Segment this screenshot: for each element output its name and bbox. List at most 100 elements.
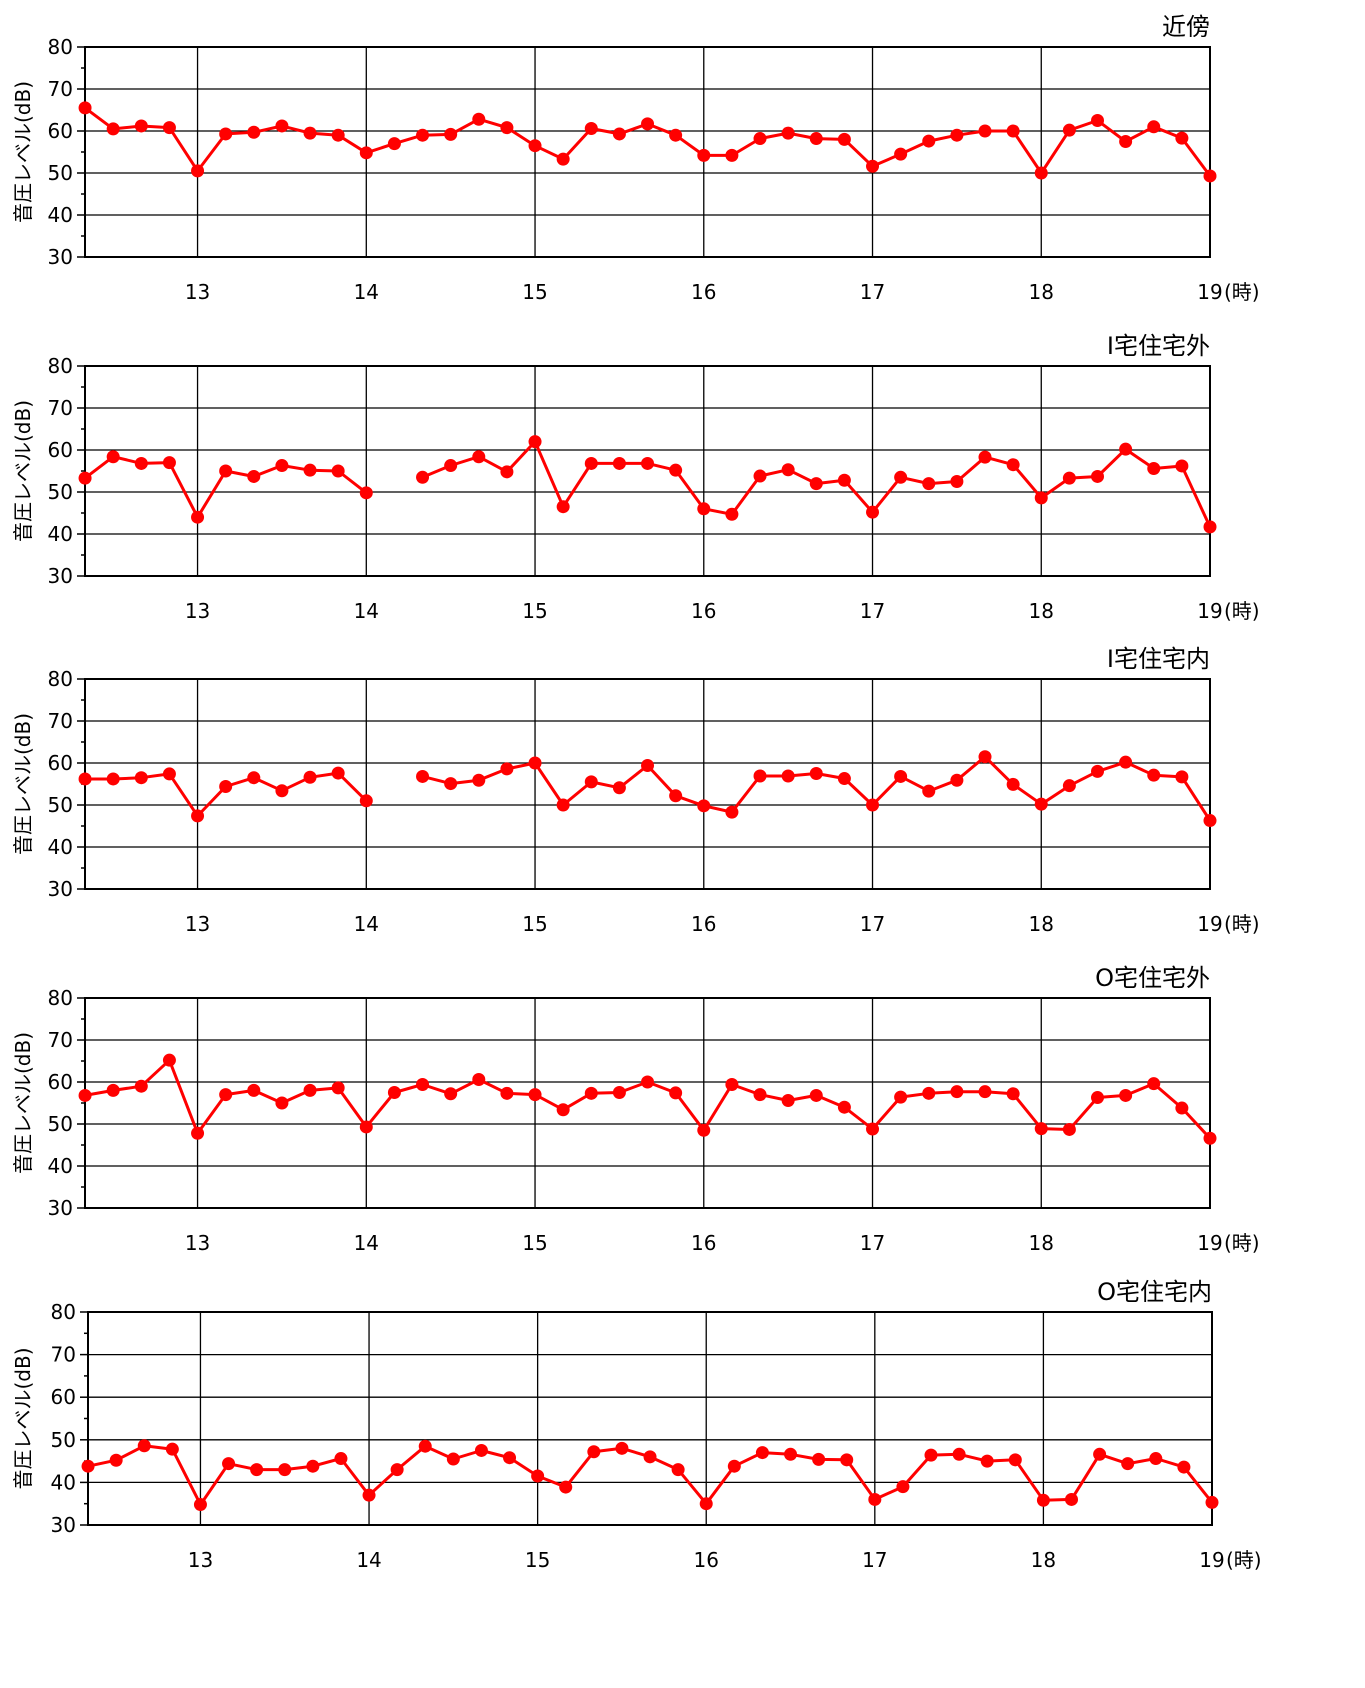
data-point xyxy=(699,1497,713,1511)
data-point xyxy=(641,117,655,131)
data-point xyxy=(641,456,655,470)
x-tick-label: 16 xyxy=(691,912,716,936)
y-tick-label: 70 xyxy=(48,77,73,101)
x-tick-label: 17 xyxy=(860,1231,885,1255)
y-axis-label: 音圧レベル(dB) xyxy=(11,1032,35,1174)
data-point xyxy=(303,463,317,477)
y-tick-label: 30 xyxy=(48,564,73,588)
y-tick-label: 30 xyxy=(48,1196,73,1220)
data-point xyxy=(1062,471,1076,485)
data-point xyxy=(1034,797,1048,811)
y-axis-label: 音圧レベル(dB) xyxy=(11,1347,35,1489)
y-tick-label: 40 xyxy=(48,835,73,859)
y-tick-label: 60 xyxy=(48,1070,73,1094)
data-point xyxy=(191,164,205,178)
data-point xyxy=(416,128,430,142)
x-tick-label: 17 xyxy=(860,599,885,623)
data-point xyxy=(866,159,880,173)
x-tick-label: 17 xyxy=(860,912,885,936)
data-point xyxy=(1034,491,1048,505)
data-point xyxy=(1203,169,1217,183)
y-tick-label: 80 xyxy=(51,1300,76,1324)
data-point xyxy=(753,469,767,483)
data-point xyxy=(615,1441,629,1455)
data-point xyxy=(781,1093,795,1107)
data-point xyxy=(556,152,570,166)
x-unit-label: (時) xyxy=(1224,599,1260,623)
data-point xyxy=(840,1453,854,1467)
x-tick-label: 18 xyxy=(1031,1548,1056,1572)
data-point xyxy=(1147,768,1161,782)
x-tick-label: 15 xyxy=(522,599,547,623)
data-point xyxy=(1091,1091,1105,1105)
data-point xyxy=(1205,1495,1219,1509)
x-tick-label: 16 xyxy=(693,1548,718,1572)
data-point xyxy=(584,456,598,470)
data-point xyxy=(362,1488,376,1502)
data-point xyxy=(1149,1452,1163,1466)
x-tick-label: 15 xyxy=(522,1231,547,1255)
x-tick-label: 17 xyxy=(862,1548,887,1572)
y-tick-label: 80 xyxy=(48,354,73,378)
data-point xyxy=(950,475,964,488)
y-tick-label: 50 xyxy=(48,480,73,504)
x-unit-label: (時) xyxy=(1224,1231,1260,1255)
x-tick-label: 13 xyxy=(185,912,210,936)
data-point xyxy=(922,784,936,798)
data-point xyxy=(137,1439,151,1453)
data-point xyxy=(331,464,345,478)
data-point xyxy=(1203,520,1217,534)
data-point xyxy=(1147,1077,1161,1091)
x-tick-label: 19 xyxy=(1197,912,1222,936)
data-point xyxy=(219,1088,233,1102)
x-tick-label: 16 xyxy=(691,280,716,304)
x-tick-label: 14 xyxy=(356,1548,381,1572)
data-point xyxy=(134,771,148,785)
data-point xyxy=(587,1445,601,1459)
y-tick-label: 70 xyxy=(51,1343,76,1367)
y-tick-label: 30 xyxy=(48,245,73,269)
data-point xyxy=(584,775,598,789)
data-point xyxy=(331,1081,345,1095)
data-point xyxy=(725,1078,739,1092)
data-point xyxy=(444,777,458,791)
data-point xyxy=(978,750,992,764)
data-point xyxy=(753,132,767,146)
data-point xyxy=(1175,1101,1189,1115)
data-point xyxy=(784,1447,798,1461)
data-point xyxy=(359,146,373,160)
data-point xyxy=(1175,131,1189,145)
data-point xyxy=(950,128,964,142)
data-point xyxy=(868,1492,882,1506)
x-tick-label: 19 xyxy=(1197,1231,1222,1255)
data-point xyxy=(922,477,936,491)
chart-title: O宅住宅外 xyxy=(1095,964,1210,992)
x-tick-label: 19 xyxy=(1199,1548,1224,1572)
data-point xyxy=(1147,120,1161,134)
y-tick-label: 70 xyxy=(48,396,73,420)
data-point xyxy=(1006,777,1020,791)
data-point xyxy=(474,1443,488,1457)
data-point xyxy=(669,1086,683,1100)
chart-panel-5: 30 40 50 60 70 80 13 14 15 16 17 18 19 (時) O宅住宅内音圧レベル(… xyxy=(11,1278,1262,1572)
data-point xyxy=(1177,1460,1191,1474)
data-point xyxy=(1062,123,1076,137)
data-point xyxy=(612,781,626,795)
data-point xyxy=(1091,469,1105,483)
y-tick-label: 70 xyxy=(48,709,73,733)
chart-panel-2: 30 40 50 60 70 80 13 14 15 16 17 18 19 (時) Ⅰ宅住宅外音圧レベル(… xyxy=(11,332,1260,623)
data-point xyxy=(669,128,683,142)
x-tick-label: 18 xyxy=(1029,912,1054,936)
data-point xyxy=(331,766,345,780)
data-point xyxy=(1203,814,1217,828)
data-point xyxy=(222,1457,236,1471)
data-point xyxy=(250,1463,264,1477)
data-point xyxy=(584,1086,598,1100)
x-tick-label: 16 xyxy=(691,1231,716,1255)
data-point xyxy=(697,1123,711,1137)
x-tick-label: 13 xyxy=(188,1548,213,1572)
data-point xyxy=(922,1086,936,1100)
data-point xyxy=(725,805,739,819)
data-point xyxy=(980,1454,994,1468)
